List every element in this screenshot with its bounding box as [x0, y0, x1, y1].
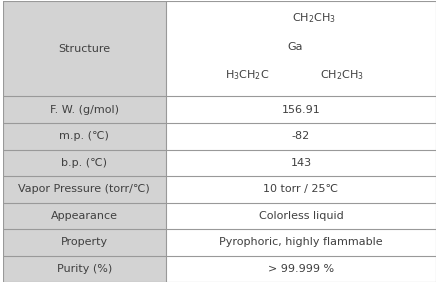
Text: Appearance: Appearance — [51, 211, 118, 221]
Bar — [166, 229, 436, 256]
Bar — [3, 1, 166, 97]
Text: 156.91: 156.91 — [281, 105, 320, 115]
Bar — [3, 123, 166, 149]
Text: $\mathregular{CH_2CH_3}$: $\mathregular{CH_2CH_3}$ — [292, 11, 336, 25]
Text: Colorless liquid: Colorless liquid — [259, 211, 343, 221]
Bar — [166, 123, 436, 149]
Bar — [3, 256, 166, 282]
Bar — [166, 97, 436, 123]
Text: Purity (%): Purity (%) — [57, 264, 112, 274]
Bar — [166, 256, 436, 282]
Text: Structure: Structure — [58, 44, 111, 53]
Text: > 99.999 %: > 99.999 % — [268, 264, 334, 274]
Text: Property: Property — [61, 237, 108, 247]
Bar — [3, 229, 166, 256]
Bar — [166, 203, 436, 229]
Bar — [166, 1, 436, 97]
Text: F. W. (g/mol): F. W. (g/mol) — [50, 105, 119, 115]
Bar — [3, 149, 166, 176]
Text: m.p. (℃): m.p. (℃) — [59, 131, 109, 141]
Bar — [166, 176, 436, 203]
Text: Vapor Pressure (torr/℃): Vapor Pressure (torr/℃) — [18, 184, 150, 194]
Bar — [166, 149, 436, 176]
Bar — [3, 176, 166, 203]
Text: 10 torr / 25℃: 10 torr / 25℃ — [264, 184, 338, 194]
Text: Pyrophoric, highly flammable: Pyrophoric, highly flammable — [219, 237, 383, 247]
Text: $\mathregular{H_3CH_2C}$: $\mathregular{H_3CH_2C}$ — [225, 68, 269, 82]
Text: 143: 143 — [290, 158, 312, 168]
Text: -82: -82 — [292, 131, 310, 141]
Text: $\mathregular{CH_2CH_3}$: $\mathregular{CH_2CH_3}$ — [319, 68, 364, 82]
Bar — [3, 203, 166, 229]
Text: Ga: Ga — [288, 42, 303, 52]
Text: b.p. (℃): b.p. (℃) — [61, 158, 108, 168]
Bar — [3, 97, 166, 123]
